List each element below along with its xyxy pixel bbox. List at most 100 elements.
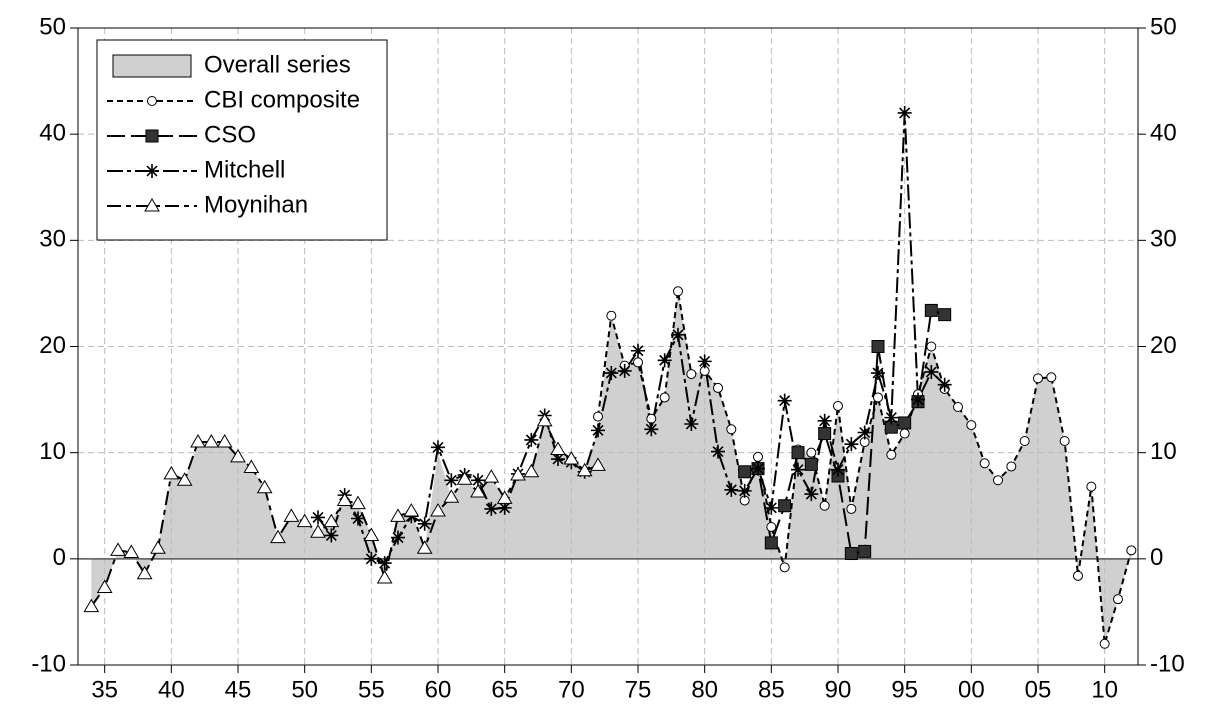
marker — [416, 540, 433, 554]
marker — [871, 340, 885, 353]
marker — [938, 308, 952, 322]
marker — [804, 457, 818, 471]
marker — [536, 412, 553, 427]
marker — [646, 413, 657, 424]
x-tick-label: 55 — [358, 676, 385, 703]
marker — [1019, 435, 1030, 446]
marker — [659, 392, 670, 403]
x-tick-label: 70 — [558, 676, 585, 703]
legend-label: CBI composite — [204, 86, 360, 113]
marker — [884, 410, 899, 425]
marker — [858, 544, 872, 558]
marker — [686, 369, 697, 380]
x-tick-label: 60 — [425, 676, 452, 703]
marker — [296, 513, 313, 528]
marker — [483, 469, 500, 483]
legend-marker — [147, 96, 157, 106]
marker — [590, 457, 606, 471]
y-tick-label: 0 — [53, 544, 66, 571]
marker — [633, 357, 643, 368]
marker — [243, 459, 260, 474]
y2-tick-label: 30 — [1150, 226, 1177, 253]
marker — [1006, 461, 1017, 472]
x-tick-label: 10 — [1091, 676, 1118, 703]
marker — [791, 462, 805, 477]
marker — [551, 452, 565, 467]
marker — [779, 562, 790, 573]
marker — [430, 503, 446, 517]
marker — [831, 462, 845, 477]
marker — [576, 462, 593, 477]
marker — [350, 495, 366, 510]
marker — [844, 547, 858, 561]
marker — [644, 422, 659, 437]
marker — [1046, 372, 1057, 383]
marker — [899, 428, 910, 439]
x-tick-label: 05 — [1025, 676, 1052, 703]
marker — [83, 598, 100, 613]
series-line — [744, 309, 945, 555]
marker — [390, 508, 406, 522]
marker — [713, 382, 723, 393]
marker — [778, 499, 792, 513]
marker — [203, 434, 220, 448]
marker — [751, 461, 765, 476]
marker — [524, 432, 539, 447]
marker — [671, 327, 685, 342]
marker — [897, 105, 912, 120]
marker — [818, 427, 832, 441]
marker — [431, 440, 445, 455]
x-tick-label: 80 — [691, 676, 718, 703]
x-tick-label: 75 — [625, 676, 652, 703]
marker — [593, 411, 603, 422]
marker — [777, 393, 792, 408]
marker — [871, 366, 885, 381]
x-tick-label: 65 — [491, 676, 518, 703]
marker — [724, 482, 739, 497]
x-tick-label: 85 — [758, 676, 785, 703]
x-tick-label: 95 — [891, 676, 918, 703]
marker — [471, 473, 485, 488]
marker — [631, 343, 645, 358]
marker — [496, 490, 513, 504]
marker — [324, 528, 339, 543]
marker — [993, 475, 1003, 486]
marker — [753, 451, 763, 462]
marker — [898, 416, 912, 430]
marker — [470, 483, 486, 498]
marker — [846, 503, 857, 514]
marker — [738, 465, 752, 479]
marker — [497, 500, 512, 515]
series-line — [317, 112, 946, 565]
marker — [336, 492, 353, 506]
marker — [323, 513, 340, 528]
legend-label: Overall series — [204, 51, 351, 78]
marker — [403, 503, 420, 517]
marker — [737, 483, 752, 498]
marker — [726, 424, 737, 435]
marker — [979, 458, 990, 469]
marker — [873, 392, 883, 403]
marker — [1126, 545, 1137, 556]
marker — [764, 500, 779, 515]
marker — [766, 521, 777, 532]
marker — [606, 310, 617, 321]
marker — [1073, 570, 1083, 581]
x-tick-label: 90 — [825, 676, 852, 703]
marker — [844, 437, 859, 452]
marker — [176, 472, 193, 486]
marker — [1099, 638, 1110, 649]
marker — [926, 341, 937, 352]
marker — [966, 420, 977, 431]
marker — [833, 400, 843, 411]
marker — [1059, 435, 1070, 446]
legend-swatch — [112, 54, 192, 78]
marker — [364, 551, 379, 566]
x-tick-label: 00 — [958, 676, 985, 703]
marker — [216, 434, 233, 448]
marker — [443, 489, 460, 503]
marker — [764, 536, 778, 550]
marker — [550, 441, 566, 455]
y2-tick-label: 10 — [1150, 438, 1177, 465]
marker — [136, 565, 153, 580]
